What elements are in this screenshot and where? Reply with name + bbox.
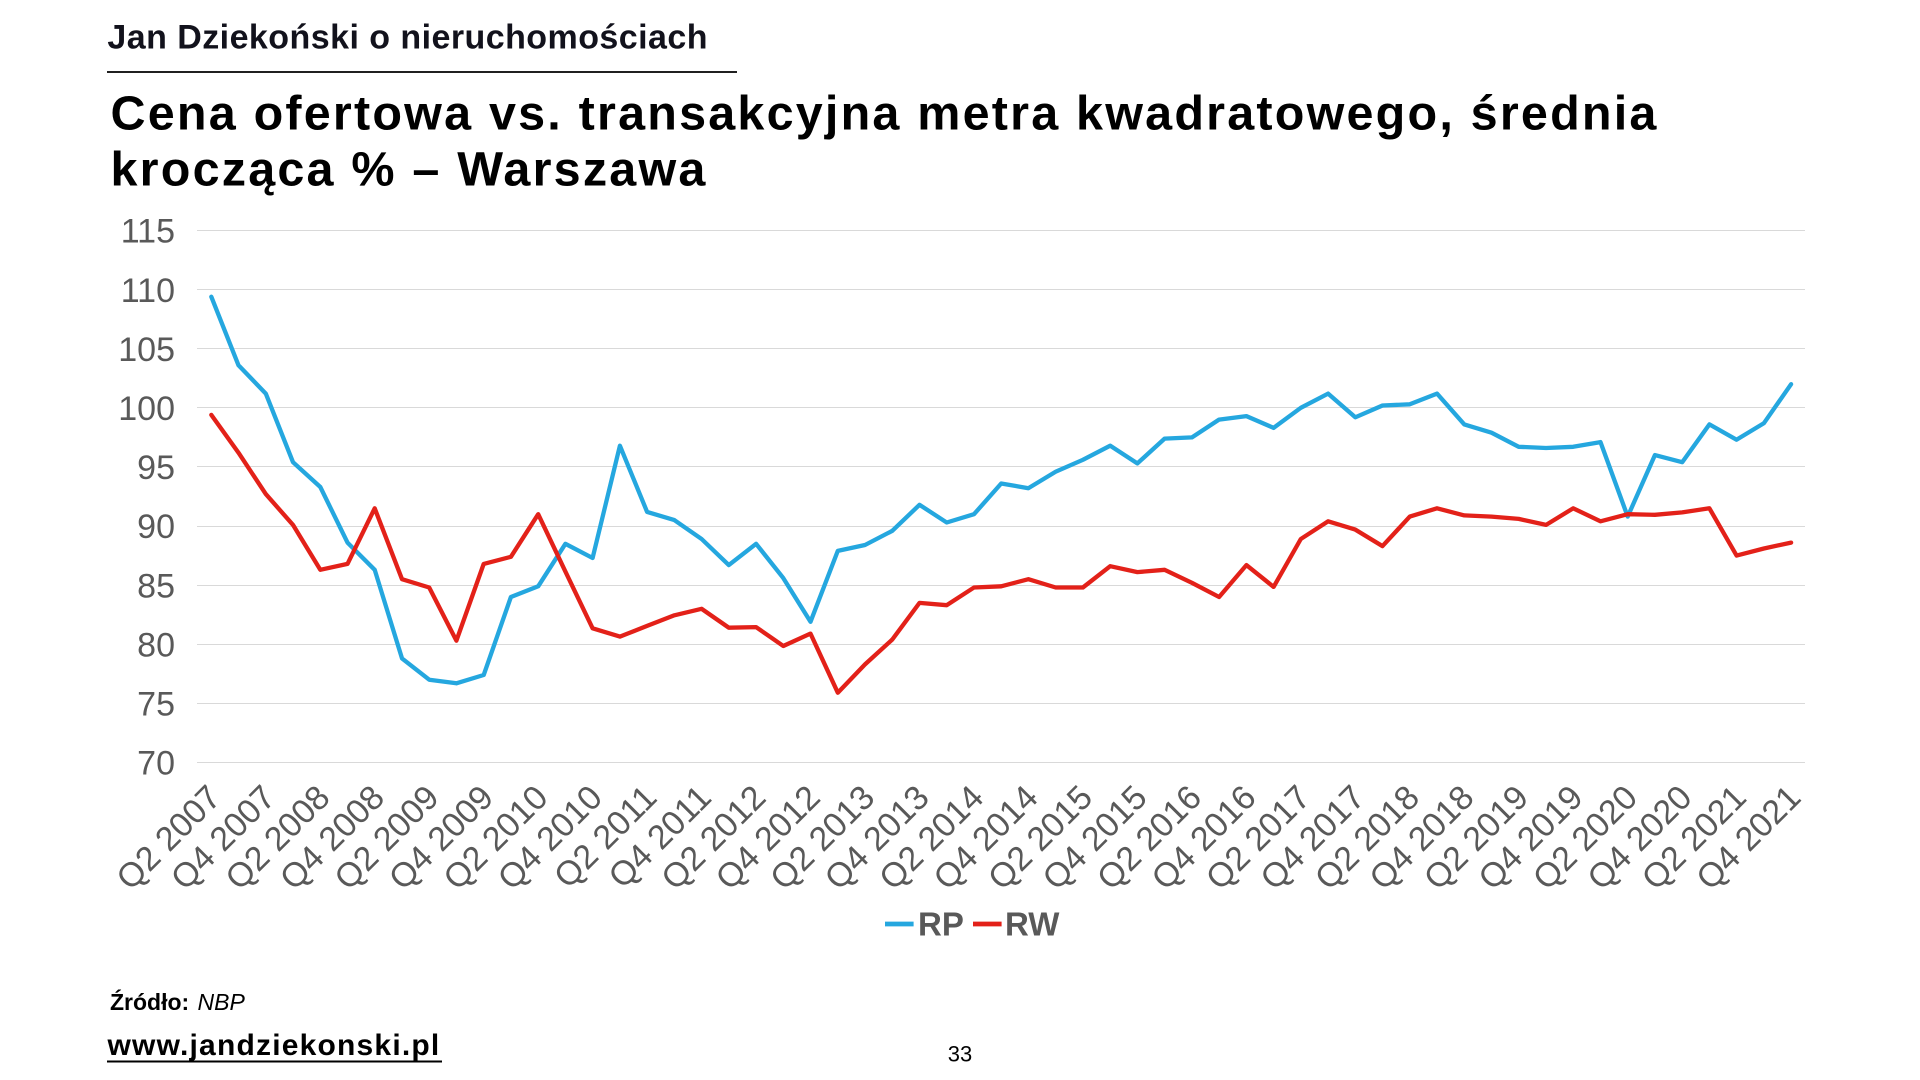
- svg-text:Cena ofertowa vs. transakcyjna: Cena ofertowa vs. transakcyjna metra kwa…: [111, 87, 1659, 141]
- svg-text:110: 110: [121, 272, 175, 310]
- svg-text:NBP: NBP: [198, 989, 246, 1015]
- svg-text:100: 100: [118, 390, 175, 428]
- svg-text:105: 105: [118, 331, 175, 369]
- svg-text:80: 80: [137, 627, 175, 665]
- svg-text:www.jandziekonski.pl: www.jandziekonski.pl: [107, 1029, 441, 1062]
- svg-text:krocząca % – Warszawa: krocząca % – Warszawa: [111, 143, 708, 197]
- svg-text:Źródło:: Źródło:: [110, 988, 189, 1015]
- svg-text:95: 95: [137, 449, 175, 487]
- svg-text:Jan Dziekoński o nieruchomości: Jan Dziekoński o nieruchomościach: [107, 19, 708, 57]
- svg-text:RW: RW: [1005, 906, 1060, 943]
- svg-text:75: 75: [137, 686, 175, 724]
- svg-text:90: 90: [137, 508, 175, 546]
- svg-text:RP: RP: [918, 906, 964, 943]
- svg-text:85: 85: [137, 567, 175, 605]
- svg-text:115: 115: [121, 213, 175, 251]
- svg-text:70: 70: [137, 745, 175, 783]
- svg-text:33: 33: [948, 1042, 972, 1067]
